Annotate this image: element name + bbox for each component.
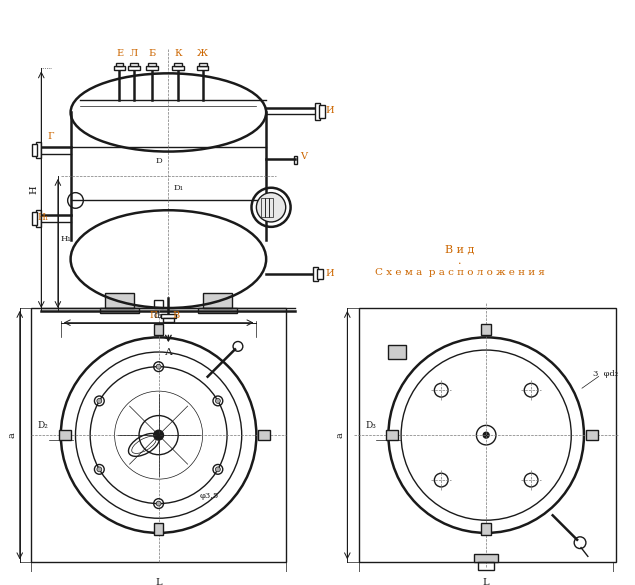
Text: Н: Н — [29, 185, 38, 194]
Text: К: К — [175, 49, 182, 58]
Text: V: V — [300, 152, 307, 161]
Text: Е: Е — [116, 49, 123, 58]
Bar — [319, 105, 325, 118]
Bar — [148, 63, 156, 66]
Circle shape — [483, 432, 489, 438]
Bar — [387, 430, 398, 440]
Bar — [481, 324, 491, 335]
Bar — [128, 66, 140, 70]
Bar — [100, 308, 139, 313]
Bar — [474, 555, 498, 562]
Bar — [114, 66, 125, 70]
Bar — [174, 63, 182, 66]
Bar — [199, 63, 206, 66]
Bar — [36, 210, 41, 227]
Text: Г: Г — [48, 132, 54, 142]
Text: Л: Л — [130, 49, 138, 58]
Text: Ж: Ж — [197, 49, 208, 58]
Text: d₁: d₁ — [154, 311, 163, 321]
Bar — [389, 345, 406, 359]
Circle shape — [156, 364, 161, 369]
Bar — [197, 308, 237, 313]
Text: Н₁: Н₁ — [37, 212, 49, 222]
Text: П: П — [150, 311, 157, 321]
Bar — [197, 66, 208, 70]
Text: φ3,5: φ3,5 — [200, 492, 219, 500]
Text: В и д: В и д — [445, 245, 474, 254]
Circle shape — [257, 192, 286, 222]
Bar — [32, 308, 286, 562]
Bar — [32, 212, 37, 225]
Bar — [258, 430, 270, 440]
Text: С х е м а  р а с п о л о ж е н и я: С х е м а р а с п о л о ж е н и я — [375, 269, 545, 277]
Text: И: И — [325, 106, 334, 115]
Circle shape — [97, 398, 102, 403]
Bar — [313, 267, 318, 281]
Text: 3  φd₂: 3 φd₂ — [593, 370, 618, 377]
Bar — [146, 66, 157, 70]
Bar — [269, 198, 273, 217]
Text: Б: Б — [148, 49, 156, 58]
Bar — [154, 523, 163, 535]
Text: И: И — [325, 269, 334, 278]
Bar — [130, 63, 138, 66]
Text: L: L — [483, 579, 490, 585]
Bar — [36, 142, 41, 159]
Bar — [32, 144, 37, 156]
Bar — [265, 198, 269, 217]
Bar — [261, 198, 265, 217]
Text: D₁: D₁ — [173, 184, 183, 192]
Text: L: L — [156, 579, 162, 585]
Bar — [359, 308, 616, 562]
Bar — [116, 63, 123, 66]
Bar — [586, 430, 598, 440]
Text: D: D — [155, 157, 162, 166]
Bar — [293, 156, 297, 164]
Circle shape — [215, 398, 220, 403]
Bar — [154, 300, 163, 308]
Circle shape — [97, 467, 102, 472]
Bar — [317, 269, 323, 278]
Bar — [105, 293, 134, 308]
Text: А: А — [164, 347, 172, 356]
Text: .: . — [458, 256, 462, 266]
Text: В: В — [173, 311, 180, 321]
Bar — [154, 324, 163, 335]
Bar — [481, 523, 491, 535]
Text: D₃: D₃ — [365, 421, 376, 430]
Text: а: а — [8, 432, 17, 438]
Circle shape — [156, 501, 161, 506]
Text: Н₁: Н₁ — [60, 235, 71, 243]
Bar — [59, 430, 70, 440]
Text: а: а — [335, 432, 344, 438]
Bar — [161, 314, 176, 318]
Text: D₂: D₂ — [37, 421, 49, 430]
Bar — [172, 66, 184, 70]
Bar — [315, 103, 320, 121]
Bar — [478, 562, 494, 570]
Bar — [163, 318, 174, 322]
Bar — [203, 293, 232, 308]
Circle shape — [215, 467, 220, 472]
Circle shape — [154, 430, 163, 440]
